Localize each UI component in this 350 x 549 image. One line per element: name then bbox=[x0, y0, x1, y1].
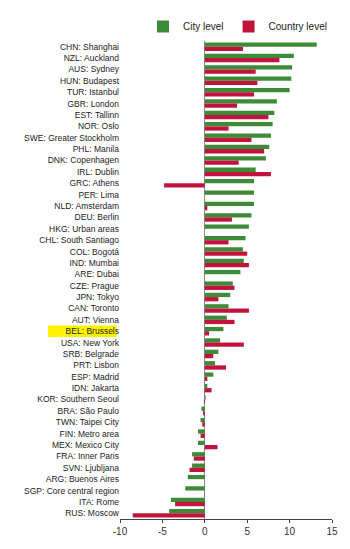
svg-text:NOR: Oslo: NOR: Oslo bbox=[78, 121, 119, 131]
svg-text:ARG: Buenos Aires: ARG: Buenos Aires bbox=[46, 474, 119, 484]
svg-text:HKG: Urban areas: HKG: Urban areas bbox=[49, 224, 119, 234]
svg-text:USA: New York: USA: New York bbox=[61, 338, 120, 348]
svg-text:-10: -10 bbox=[113, 526, 128, 537]
svg-text:AUT: Vienna: AUT: Vienna bbox=[72, 315, 119, 325]
svg-text:IDN: Jakarta: IDN: Jakarta bbox=[72, 383, 120, 393]
svg-text:COL: Bogotá: COL: Bogotá bbox=[70, 247, 119, 257]
svg-text:RUS: Moscow: RUS: Moscow bbox=[65, 508, 120, 518]
svg-text:CAN: Toronto: CAN: Toronto bbox=[68, 303, 119, 313]
svg-text:FRA: Inner Paris: FRA: Inner Paris bbox=[56, 451, 119, 461]
svg-text:HUN: Budapest: HUN: Budapest bbox=[60, 76, 120, 86]
svg-text:-5: -5 bbox=[158, 526, 167, 537]
svg-text:EST: Tallinn: EST: Tallinn bbox=[75, 110, 120, 120]
svg-text:NZL: Auckland: NZL: Auckland bbox=[64, 53, 120, 63]
svg-text:NLD: Amsterdam: NLD: Amsterdam bbox=[54, 201, 119, 211]
svg-text:SVN: Ljubljana: SVN: Ljubljana bbox=[63, 463, 120, 473]
svg-text:15: 15 bbox=[326, 526, 338, 537]
svg-text:JPN: Tokyo: JPN: Tokyo bbox=[76, 292, 119, 302]
svg-text:FIN: Metro area: FIN: Metro area bbox=[59, 429, 119, 439]
svg-text:DEU: Berlin: DEU: Berlin bbox=[75, 212, 120, 222]
svg-text:CHN: Shanghai: CHN: Shanghai bbox=[60, 42, 119, 52]
svg-text:GRC: Athens: GRC: Athens bbox=[69, 178, 119, 188]
svg-text:GBR: London: GBR: London bbox=[67, 99, 119, 109]
svg-text:ARE: Dubai: ARE: Dubai bbox=[75, 269, 120, 279]
svg-text:PRT: Lisbon: PRT: Lisbon bbox=[73, 360, 119, 370]
svg-text:KOR: Southern Seoul: KOR: Southern Seoul bbox=[37, 394, 119, 404]
svg-text:TUR: Istanbul: TUR: Istanbul bbox=[67, 87, 119, 97]
svg-text:City level: City level bbox=[183, 21, 224, 32]
svg-text:PHL: Manila: PHL: Manila bbox=[73, 144, 120, 154]
svg-text:AUS: Sydney: AUS: Sydney bbox=[68, 64, 119, 74]
svg-text:TWN: Taipei City: TWN: Taipei City bbox=[56, 417, 120, 427]
svg-text:IND: Mumbai: IND: Mumbai bbox=[69, 258, 119, 268]
svg-text:CZE: Prague: CZE: Prague bbox=[70, 281, 119, 291]
svg-text:BRA: São Paulo: BRA: São Paulo bbox=[58, 406, 120, 416]
svg-text:DNK: Copenhagen: DNK: Copenhagen bbox=[48, 155, 120, 165]
svg-text:MEX: Mexico City: MEX: Mexico City bbox=[52, 440, 120, 450]
svg-text:BEL: Brussels: BEL: Brussels bbox=[66, 326, 119, 336]
svg-text:IRL: Dublin: IRL: Dublin bbox=[77, 167, 119, 177]
svg-text:CHL: South Santiago: CHL: South Santiago bbox=[39, 235, 119, 245]
svg-text:10: 10 bbox=[284, 526, 296, 537]
svg-text:5: 5 bbox=[244, 526, 250, 537]
svg-text:ESP: Madrid: ESP: Madrid bbox=[71, 372, 119, 382]
svg-text:Country level: Country level bbox=[269, 21, 327, 32]
svg-text:ITA: Rome: ITA: Rome bbox=[79, 497, 119, 507]
svg-text:0: 0 bbox=[202, 526, 208, 537]
svg-text:SWE: Greater Stockholm: SWE: Greater Stockholm bbox=[24, 133, 119, 143]
svg-text:SGP: Core central region: SGP: Core central region bbox=[24, 486, 119, 496]
svg-text:SRB: Belgrade: SRB: Belgrade bbox=[63, 349, 119, 359]
svg-text:PER: Lima: PER: Lima bbox=[78, 190, 119, 200]
